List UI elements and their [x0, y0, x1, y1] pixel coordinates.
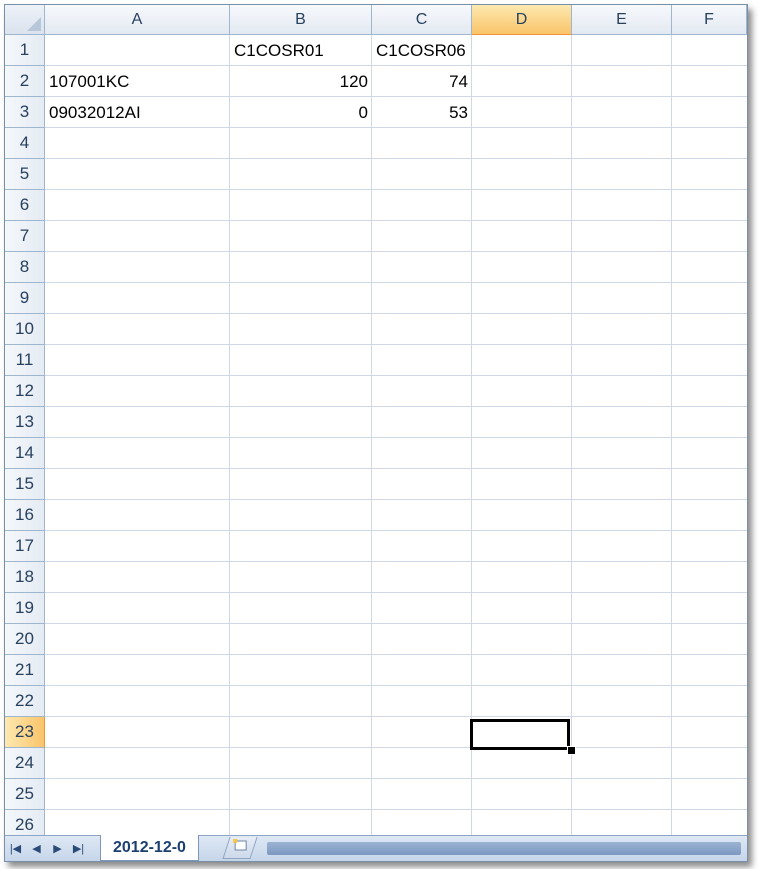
- grid-line: [45, 282, 747, 283]
- grid-line: [371, 35, 372, 835]
- cell-grid[interactable]: A B C D E F 1 2 3 4 5 6 7 8 9 10 11 12 13 14 15 16 17 18 1…: [5, 5, 747, 835]
- grid-line: [45, 685, 747, 686]
- row-header-24[interactable]: 24: [5, 748, 45, 779]
- grid-line: [45, 747, 747, 748]
- cell-c1[interactable]: C1COSR06: [376, 40, 466, 60]
- active-cell-d23[interactable]: [470, 719, 570, 750]
- grid-line: [45, 127, 747, 128]
- cell-a2[interactable]: 107001KC: [49, 71, 130, 91]
- grid-line: [45, 344, 747, 345]
- grid-line: [45, 375, 747, 376]
- grid-line: [45, 623, 747, 624]
- grid-line: [45, 716, 747, 717]
- cell-c3[interactable]: 53: [449, 102, 468, 122]
- grid-line: [45, 158, 747, 159]
- grid-line: [45, 96, 747, 97]
- grid-line: [45, 468, 747, 469]
- row-header-7[interactable]: 7: [5, 221, 45, 252]
- row-header-21[interactable]: 21: [5, 655, 45, 686]
- row-header-10[interactable]: 10: [5, 314, 45, 345]
- cell-c2[interactable]: 74: [449, 71, 468, 91]
- row-header-12[interactable]: 12: [5, 376, 45, 407]
- grid-line: [45, 654, 747, 655]
- row-header-17[interactable]: 17: [5, 531, 45, 562]
- row-header-6[interactable]: 6: [5, 190, 45, 221]
- row-header-2[interactable]: 2: [5, 66, 45, 97]
- row-header-26[interactable]: 26: [5, 810, 45, 835]
- grid-line: [471, 35, 472, 835]
- grid-line: [45, 530, 747, 531]
- row-header-1[interactable]: 1: [5, 35, 45, 66]
- next-sheet-icon[interactable]: ▶: [53, 842, 62, 855]
- cell-a3[interactable]: 09032012AI: [49, 102, 141, 122]
- row-header-15[interactable]: 15: [5, 469, 45, 500]
- prev-sheet-icon[interactable]: ◀: [32, 842, 41, 855]
- horizontal-scrollbar[interactable]: [267, 842, 741, 855]
- row-header-18[interactable]: 18: [5, 562, 45, 593]
- grid-line: [45, 313, 747, 314]
- column-header-a[interactable]: A: [45, 5, 230, 35]
- row-header-5[interactable]: 5: [5, 159, 45, 190]
- row-header-8[interactable]: 8: [5, 252, 45, 283]
- row-header-11[interactable]: 11: [5, 345, 45, 376]
- grid-line: [45, 220, 747, 221]
- row-header-14[interactable]: 14: [5, 438, 45, 469]
- grid-line: [45, 189, 747, 190]
- grid-line: [45, 778, 747, 779]
- sheet-tab-bar: |◀ ◀ ▶ ▶| 2012-12-0: [5, 835, 747, 861]
- column-header-e[interactable]: E: [572, 5, 672, 35]
- grid-line: [45, 592, 747, 593]
- cell-b2[interactable]: 120: [339, 71, 368, 91]
- row-header-13[interactable]: 13: [5, 407, 45, 438]
- column-header-f[interactable]: F: [672, 5, 747, 35]
- row-header-19[interactable]: 19: [5, 593, 45, 624]
- column-header-b[interactable]: B: [230, 5, 372, 35]
- spreadsheet-window: A B C D E F 1 2 3 4 5 6 7 8 9 10 11 12 13 14 15 16 17 18 1…: [4, 4, 748, 862]
- grid-line: [45, 809, 747, 810]
- column-header-c[interactable]: C: [372, 5, 472, 35]
- select-all-button[interactable]: [5, 5, 45, 35]
- grid-line: [45, 561, 747, 562]
- grid-line: [571, 35, 572, 835]
- grid-line: [45, 437, 747, 438]
- row-header-4[interactable]: 4: [5, 128, 45, 159]
- grid-line: [671, 35, 672, 835]
- grid-line: [45, 499, 747, 500]
- grid-line: [45, 251, 747, 252]
- cell-b1[interactable]: C1COSR01: [234, 40, 324, 60]
- insert-sheet-icon: [232, 838, 248, 857]
- first-sheet-icon[interactable]: |◀: [9, 842, 22, 855]
- row-header-16[interactable]: 16: [5, 500, 45, 531]
- cell-b3[interactable]: 0: [358, 102, 368, 122]
- row-header-25[interactable]: 25: [5, 779, 45, 810]
- insert-sheet-button[interactable]: [222, 837, 258, 859]
- row-header-20[interactable]: 20: [5, 624, 45, 655]
- row-header-22[interactable]: 22: [5, 686, 45, 717]
- grid-line: [45, 65, 747, 66]
- grid-line: [45, 406, 747, 407]
- last-sheet-icon[interactable]: ▶|: [72, 842, 85, 855]
- fill-handle[interactable]: [567, 746, 576, 755]
- row-header-23[interactable]: 23: [5, 717, 45, 748]
- row-header-9[interactable]: 9: [5, 283, 45, 314]
- select-all-icon: [27, 17, 41, 31]
- sheet-tab-active[interactable]: 2012-12-0: [100, 835, 199, 861]
- column-header-d[interactable]: D: [472, 5, 572, 35]
- grid-line: [229, 35, 230, 835]
- sheet-navigation: |◀ ◀ ▶ ▶|: [7, 839, 87, 857]
- row-header-3[interactable]: 3: [5, 97, 45, 128]
